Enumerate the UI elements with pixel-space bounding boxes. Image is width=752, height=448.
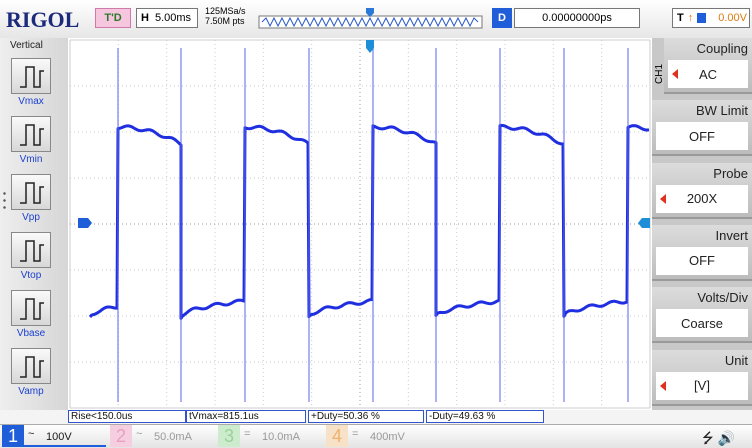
- trigger-level-marker: [638, 218, 650, 228]
- channel-coupling: ~: [28, 428, 35, 440]
- measure-label: Vtop: [20, 270, 42, 281]
- measure-label: Vmin: [19, 154, 43, 165]
- icon-glyph: [20, 66, 44, 88]
- measure-label: Vbase: [16, 328, 46, 339]
- measure-label: Vpp: [22, 212, 40, 223]
- waveform: [88, 123, 650, 320]
- icon-glyph: [20, 124, 44, 146]
- menu-label: BW Limit: [696, 103, 748, 119]
- memory-wave: [261, 16, 479, 28]
- icon-pulse: [20, 182, 44, 204]
- menu-value: OFF: [656, 246, 748, 275]
- icon-glyph: [20, 240, 44, 262]
- icon-pulse: [20, 298, 44, 320]
- measurement: tVmax=815.1us: [186, 410, 306, 423]
- menu-value: OFF: [656, 122, 748, 151]
- trigger-box[interactable]: T ↑ 0.00V: [672, 8, 750, 28]
- channel-scale[interactable]: 50.0mA: [154, 431, 192, 443]
- measurement: -Duty=49.63 %: [426, 410, 544, 423]
- measure-label: Vamp: [18, 386, 44, 397]
- trigger-level: 0.00V: [718, 12, 747, 24]
- usb-speaker-icons: ⭍ 🔊: [702, 430, 735, 446]
- ch1-marker: [78, 218, 92, 228]
- icon-pulse: [20, 66, 44, 88]
- menu-value: Coarse: [656, 309, 748, 338]
- trigger-pos-marker: [366, 40, 374, 53]
- menu-label: Volts/Div: [697, 290, 748, 306]
- acq-info: 125MSa/s 7.50M pts: [205, 6, 246, 26]
- measure-icon[interactable]: [11, 58, 51, 94]
- icon-glyph: [20, 298, 44, 320]
- measure-icon[interactable]: [11, 290, 51, 326]
- menu-item[interactable]: Volts/Div Coarse: [652, 287, 752, 344]
- select-arrow: [660, 193, 666, 204]
- brand: RIGOL: [6, 7, 80, 32]
- menu-label: Unit: [724, 352, 748, 368]
- menu-item[interactable]: Coupling AC: [664, 38, 752, 94]
- menu-value: AC: [668, 60, 748, 88]
- menu-item[interactable]: Invert OFF: [652, 224, 752, 281]
- icon-pulse: [20, 356, 44, 378]
- trigger-status[interactable]: T'D: [95, 8, 131, 28]
- right-menu: [652, 38, 752, 410]
- trigger-label: T: [677, 12, 684, 24]
- menu-item[interactable]: BW Limit OFF: [652, 100, 752, 157]
- measure-icon[interactable]: [11, 116, 51, 152]
- left-panel-title: Vertical: [10, 40, 43, 51]
- measure-icon[interactable]: [11, 348, 51, 384]
- channel-number[interactable]: 1: [2, 425, 24, 447]
- measure-label: Vmax: [18, 96, 44, 107]
- delay[interactable]: 0.00000000ps: [514, 8, 640, 28]
- select-arrow: [660, 380, 666, 391]
- waveform-area: [68, 38, 652, 410]
- menu-label: Coupling: [696, 41, 748, 56]
- icon-glyph: [20, 356, 44, 378]
- menu-item[interactable]: Unit [V]: [652, 349, 752, 406]
- channel-coupling: =: [352, 428, 359, 440]
- menu-label: Invert: [715, 227, 748, 243]
- trigger-source: [697, 13, 707, 23]
- menu-value: 200X: [656, 184, 748, 213]
- sample-rate: 125MSa/s: [205, 6, 246, 16]
- timebase: 5.00ms: [154, 12, 192, 24]
- select-arrow: [672, 69, 678, 79]
- channel-scale[interactable]: 400mV: [370, 431, 405, 443]
- menu-item[interactable]: Probe 200X: [652, 162, 752, 219]
- channel-coupling: ~: [136, 428, 143, 440]
- measure-icon[interactable]: [11, 232, 51, 268]
- timebase-box[interactable]: H 5.00ms: [136, 8, 198, 28]
- channel-number[interactable]: 2: [110, 425, 132, 447]
- measurement: +Duty=50.36 %: [308, 410, 424, 423]
- channel-coupling: =: [244, 428, 251, 440]
- channel-number[interactable]: 3: [218, 425, 240, 447]
- icon-glyph: [20, 182, 44, 204]
- channel-scale[interactable]: 10.0mA: [262, 431, 300, 443]
- channel-underline: [2, 445, 106, 447]
- channel-number[interactable]: 4: [326, 425, 348, 447]
- memory-marker: [366, 8, 374, 17]
- icon-pulse: [20, 124, 44, 146]
- measurement: Rise<150.0us: [68, 410, 186, 423]
- horizontal-label: H: [141, 12, 149, 24]
- page-dots: [3, 190, 6, 210]
- measure-icon[interactable]: [11, 174, 51, 210]
- trigger-slope: ↑: [687, 12, 694, 24]
- memory-depth: 7.50M pts: [205, 16, 245, 26]
- icon-pulse: [20, 240, 44, 262]
- menu-label: Probe: [713, 165, 748, 181]
- memory-bar: [258, 8, 483, 29]
- delay-label: D: [492, 8, 512, 28]
- menu-value: [V]: [656, 371, 748, 400]
- channel-scale[interactable]: 100V: [46, 431, 72, 443]
